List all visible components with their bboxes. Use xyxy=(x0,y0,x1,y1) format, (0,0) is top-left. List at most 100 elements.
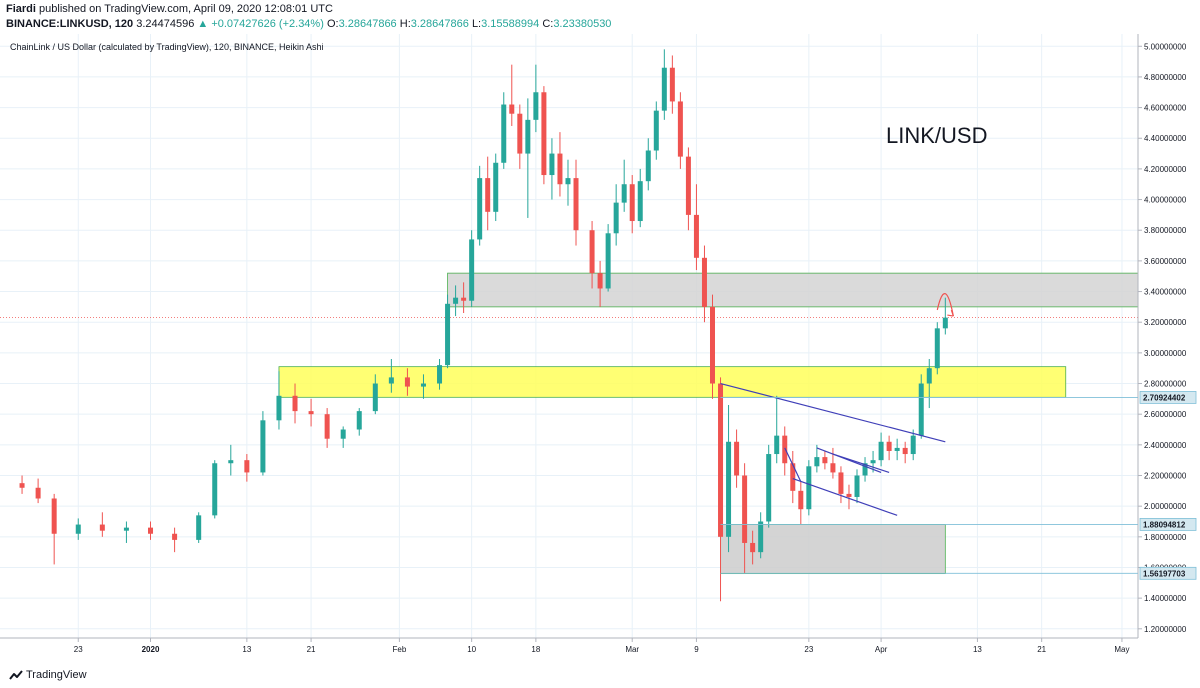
price-tick-label: 3.20000000 xyxy=(1144,318,1187,327)
candle-body xyxy=(469,239,475,301)
candle-body xyxy=(244,460,250,473)
middle-support-zone xyxy=(278,366,1067,398)
channel-lower-line xyxy=(792,478,898,516)
time-tick-label: 21 xyxy=(307,645,316,654)
candle-body xyxy=(926,368,932,384)
price-chart[interactable]: ChainLink / US Dollar (calculated by Tra… xyxy=(0,34,1200,664)
candle-body xyxy=(942,317,948,329)
candle-body xyxy=(509,104,515,114)
candle-body xyxy=(734,441,740,476)
symbol-label: BINANCE:LINKUSD, 120 xyxy=(6,18,134,30)
candle-body xyxy=(822,457,828,464)
candle-body xyxy=(292,395,298,412)
chart-background xyxy=(0,34,1200,664)
chart-header: Fiardi published on TradingView.com, Apr… xyxy=(0,0,1200,34)
candle-body xyxy=(35,487,41,499)
author-name[interactable]: Fiardi xyxy=(6,3,36,15)
candle-body xyxy=(501,104,507,163)
candle-body xyxy=(661,67,667,111)
price-change: ▲ +0.07427626 (+2.34%) xyxy=(197,18,324,30)
candle-body xyxy=(541,92,547,176)
chart-footer: TradingView xyxy=(0,664,1200,688)
time-tick-label: 13 xyxy=(973,645,982,654)
tradingview-brand[interactable]: TradingView xyxy=(26,669,87,681)
price-tick-label: 2.00000000 xyxy=(1144,502,1187,511)
candle-body xyxy=(902,447,908,455)
candle-body xyxy=(766,454,772,522)
price-tick-label: 4.40000000 xyxy=(1144,134,1187,143)
trendline-connector xyxy=(784,447,802,482)
open-value: 3.28647866 xyxy=(338,18,397,30)
publish-text: published on TradingView.com, April 09, … xyxy=(39,3,333,15)
price-tick-label: 4.00000000 xyxy=(1144,196,1187,205)
candle-body xyxy=(774,435,780,455)
candle-body xyxy=(790,463,796,491)
candle-body xyxy=(533,92,539,120)
candle-body xyxy=(148,527,154,534)
candle-body xyxy=(477,178,483,240)
high-value: 3.28647866 xyxy=(410,18,469,30)
channel-upper-line-2 xyxy=(832,453,890,474)
candle-body xyxy=(445,303,451,366)
candle-body xyxy=(677,101,683,157)
candle-body xyxy=(878,441,884,461)
zones-layer xyxy=(0,272,1139,575)
price-tick-label: 2.60000000 xyxy=(1144,410,1187,419)
channel-upper-line xyxy=(816,447,882,473)
candle-body xyxy=(437,365,443,384)
time-tick-label: May xyxy=(1114,645,1129,654)
price-tick-label: 3.60000000 xyxy=(1144,257,1187,266)
time-tick-label: 21 xyxy=(1037,645,1046,654)
low-value: 3.15588994 xyxy=(481,18,540,30)
candle-body xyxy=(388,377,394,384)
candle-body xyxy=(806,466,812,510)
price-tick-label: 4.80000000 xyxy=(1144,73,1187,82)
candle-body xyxy=(701,257,707,307)
candle-body xyxy=(709,306,715,384)
chart-grid xyxy=(0,34,1138,638)
candle-body xyxy=(99,524,105,531)
price-tick-label: 5.00000000 xyxy=(1144,42,1187,51)
candle-body xyxy=(798,490,804,510)
candle-body xyxy=(172,533,178,540)
candle-body xyxy=(894,447,900,451)
candle-body xyxy=(854,475,860,497)
candle-body xyxy=(308,411,314,415)
candle-body xyxy=(750,542,756,553)
candle-body xyxy=(196,515,202,540)
candle-body xyxy=(758,521,764,553)
price-tick-label: 3.80000000 xyxy=(1144,226,1187,235)
candle-body xyxy=(814,457,820,467)
tradingview-logo-icon[interactable] xyxy=(8,668,24,682)
price-label-text: 2.70924402 xyxy=(1143,393,1186,402)
time-tick-label: 13 xyxy=(242,645,251,654)
price-tick-label: 4.20000000 xyxy=(1144,165,1187,174)
price-tick-label: 4.60000000 xyxy=(1144,104,1187,113)
candle-body xyxy=(228,460,234,464)
candle-body xyxy=(886,441,892,451)
candle-body xyxy=(340,429,346,439)
candle-body xyxy=(461,297,467,301)
time-tick-label: 23 xyxy=(804,645,813,654)
arrow-head xyxy=(947,309,954,317)
candle-body xyxy=(645,150,651,182)
candle-body xyxy=(838,472,844,494)
candle-body xyxy=(51,498,57,534)
price-axis[interactable]: 1.200000001.400000001.600000001.80000000… xyxy=(1138,42,1187,634)
last-price: 3.24474596 xyxy=(136,18,195,30)
candle-body xyxy=(573,178,579,231)
low-label: L: xyxy=(471,18,482,30)
time-tick-label: Mar xyxy=(625,645,639,654)
time-tick-label: 10 xyxy=(467,645,476,654)
price-label-box xyxy=(1139,518,1197,531)
candle-body xyxy=(782,435,788,464)
time-axis[interactable]: 23 2020 13 21 Feb 10 18 Mar 9 23 Apr 13 21 May xyxy=(74,638,1130,654)
candle-body xyxy=(557,153,563,185)
candle-body xyxy=(742,475,748,543)
candle-body xyxy=(123,527,129,531)
candle-body xyxy=(549,153,555,176)
candle-body xyxy=(597,273,603,289)
price-tick-label: 1.80000000 xyxy=(1144,533,1187,542)
descending-trendline xyxy=(720,382,946,443)
candle-body xyxy=(830,463,836,473)
